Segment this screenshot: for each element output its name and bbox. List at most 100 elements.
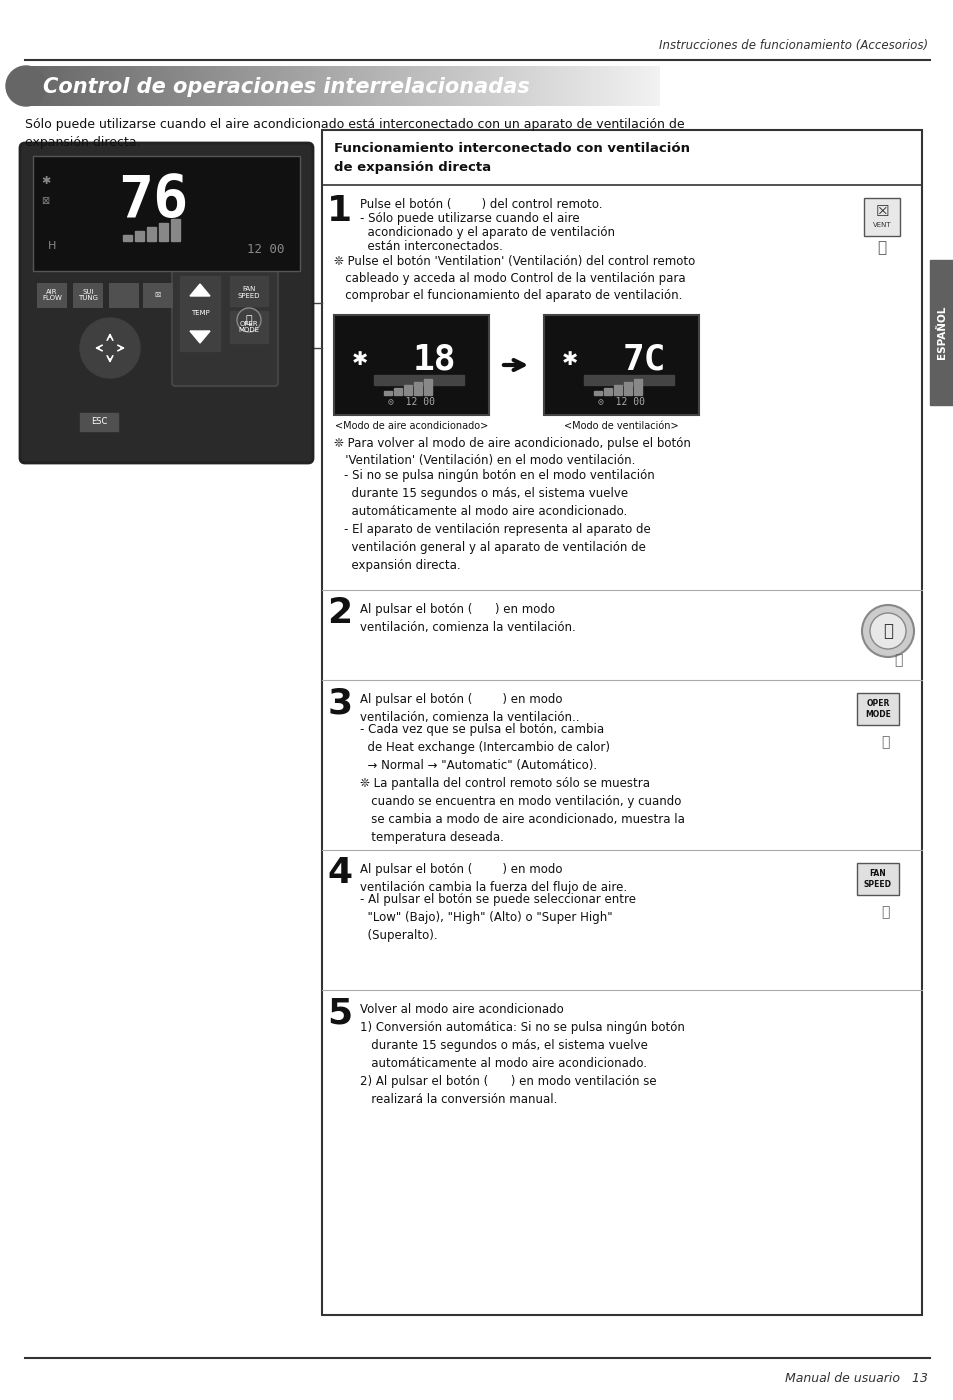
Text: 3: 3 — [327, 686, 353, 720]
Text: ✱: ✱ — [561, 350, 578, 370]
Bar — [358, 66, 362, 106]
Bar — [542, 66, 546, 106]
Bar — [187, 66, 191, 106]
Bar — [478, 66, 482, 106]
Text: acondicionado y el aparato de ventilación: acondicionado y el aparato de ventilació… — [359, 225, 615, 239]
Bar — [371, 66, 375, 106]
Bar — [275, 66, 279, 106]
Text: 👆: 👆 — [877, 239, 885, 255]
Bar — [339, 66, 343, 106]
Bar — [583, 375, 673, 385]
Bar — [485, 66, 489, 106]
Bar — [414, 382, 421, 395]
Polygon shape — [190, 284, 210, 295]
Bar — [53, 66, 57, 106]
Bar — [117, 66, 121, 106]
Text: Al pulsar el botón (      ) en modo
ventilación, comienza la ventilación.: Al pulsar el botón ( ) en modo ventilaci… — [359, 603, 576, 634]
Bar — [168, 66, 172, 106]
Text: están interconectados.: están interconectados. — [359, 239, 502, 253]
Bar — [232, 66, 234, 106]
Bar — [594, 391, 601, 395]
Bar — [316, 66, 320, 106]
Bar — [628, 66, 631, 106]
Text: 👆: 👆 — [880, 735, 888, 749]
Bar — [590, 66, 593, 106]
Bar — [403, 385, 412, 395]
Bar — [384, 391, 392, 395]
Text: H: H — [48, 241, 56, 251]
Bar — [634, 379, 641, 395]
Bar — [647, 66, 650, 106]
Bar — [38, 66, 41, 106]
Bar — [190, 66, 193, 106]
Bar — [605, 66, 609, 106]
Bar — [322, 130, 921, 1315]
Bar — [431, 66, 435, 106]
Bar — [108, 66, 112, 106]
Bar — [335, 66, 339, 106]
Bar — [459, 66, 463, 106]
Text: ⏻: ⏻ — [882, 622, 892, 640]
Bar — [63, 66, 67, 106]
Bar — [399, 66, 403, 106]
Text: ⊠: ⊠ — [41, 196, 49, 206]
Text: ESC: ESC — [91, 417, 107, 427]
Circle shape — [236, 308, 261, 332]
Text: - Al pulsar el botón se puede seleccionar entre
  "Low" (Bajo), "High" (Alto) o : - Al pulsar el botón se puede selecciona… — [359, 893, 636, 942]
Bar — [184, 66, 187, 106]
Bar — [70, 66, 73, 106]
Bar — [142, 66, 146, 106]
Bar — [504, 66, 508, 106]
Bar — [66, 66, 70, 106]
Bar — [73, 283, 103, 308]
Bar — [418, 66, 422, 106]
Bar — [326, 66, 330, 106]
Text: ❊ La pantalla del control remoto sólo se muestra
   cuando se encuentra en modo : ❊ La pantalla del control remoto sólo se… — [359, 777, 684, 844]
Text: <Modo de ventilación>: <Modo de ventilación> — [563, 421, 679, 431]
Text: SUI
TUNG: SUI TUNG — [78, 288, 98, 301]
Bar — [361, 66, 365, 106]
Bar — [213, 66, 215, 106]
Bar — [349, 66, 353, 106]
Bar — [507, 66, 511, 106]
Bar — [416, 66, 418, 106]
Bar — [856, 693, 898, 725]
Bar — [34, 66, 38, 106]
Bar — [132, 66, 136, 106]
Bar — [278, 66, 282, 106]
Bar — [330, 66, 334, 106]
Bar — [583, 66, 587, 106]
Bar — [222, 66, 225, 106]
Bar — [323, 66, 327, 106]
Bar — [612, 66, 616, 106]
Bar — [256, 66, 260, 106]
Bar — [390, 66, 394, 106]
Bar — [450, 66, 454, 106]
Text: 12 00: 12 00 — [247, 244, 285, 256]
Bar — [345, 66, 349, 106]
Text: ❊ Pulse el botón 'Ventilation' (Ventilación) del control remoto
   cableado y ac: ❊ Pulse el botón 'Ventilation' (Ventilac… — [334, 255, 695, 302]
Bar — [282, 66, 286, 106]
Bar — [517, 66, 520, 106]
Bar — [571, 66, 574, 106]
Text: ⊙  12 00: ⊙ 12 00 — [598, 398, 644, 407]
Bar — [135, 231, 144, 241]
Text: - Si no se pulsa ningún botón en el modo ventilación
  durante 15 segundos o más: - Si no se pulsa ningún botón en el modo… — [344, 469, 654, 573]
Bar — [567, 66, 571, 106]
Bar — [29, 66, 31, 106]
Bar — [297, 66, 301, 106]
Text: 4: 4 — [327, 855, 353, 890]
Bar — [623, 382, 631, 395]
Bar — [444, 66, 447, 106]
Bar — [311, 66, 314, 106]
Text: Volver al modo aire acondicionado: Volver al modo aire acondicionado — [359, 1002, 563, 1016]
Circle shape — [862, 605, 913, 657]
FancyBboxPatch shape — [20, 143, 313, 463]
Bar — [109, 283, 139, 308]
Bar — [614, 385, 621, 395]
Bar — [412, 66, 416, 106]
Bar — [586, 66, 590, 106]
Text: 👆: 👆 — [893, 652, 902, 666]
Bar — [618, 66, 621, 106]
Bar — [104, 66, 108, 106]
